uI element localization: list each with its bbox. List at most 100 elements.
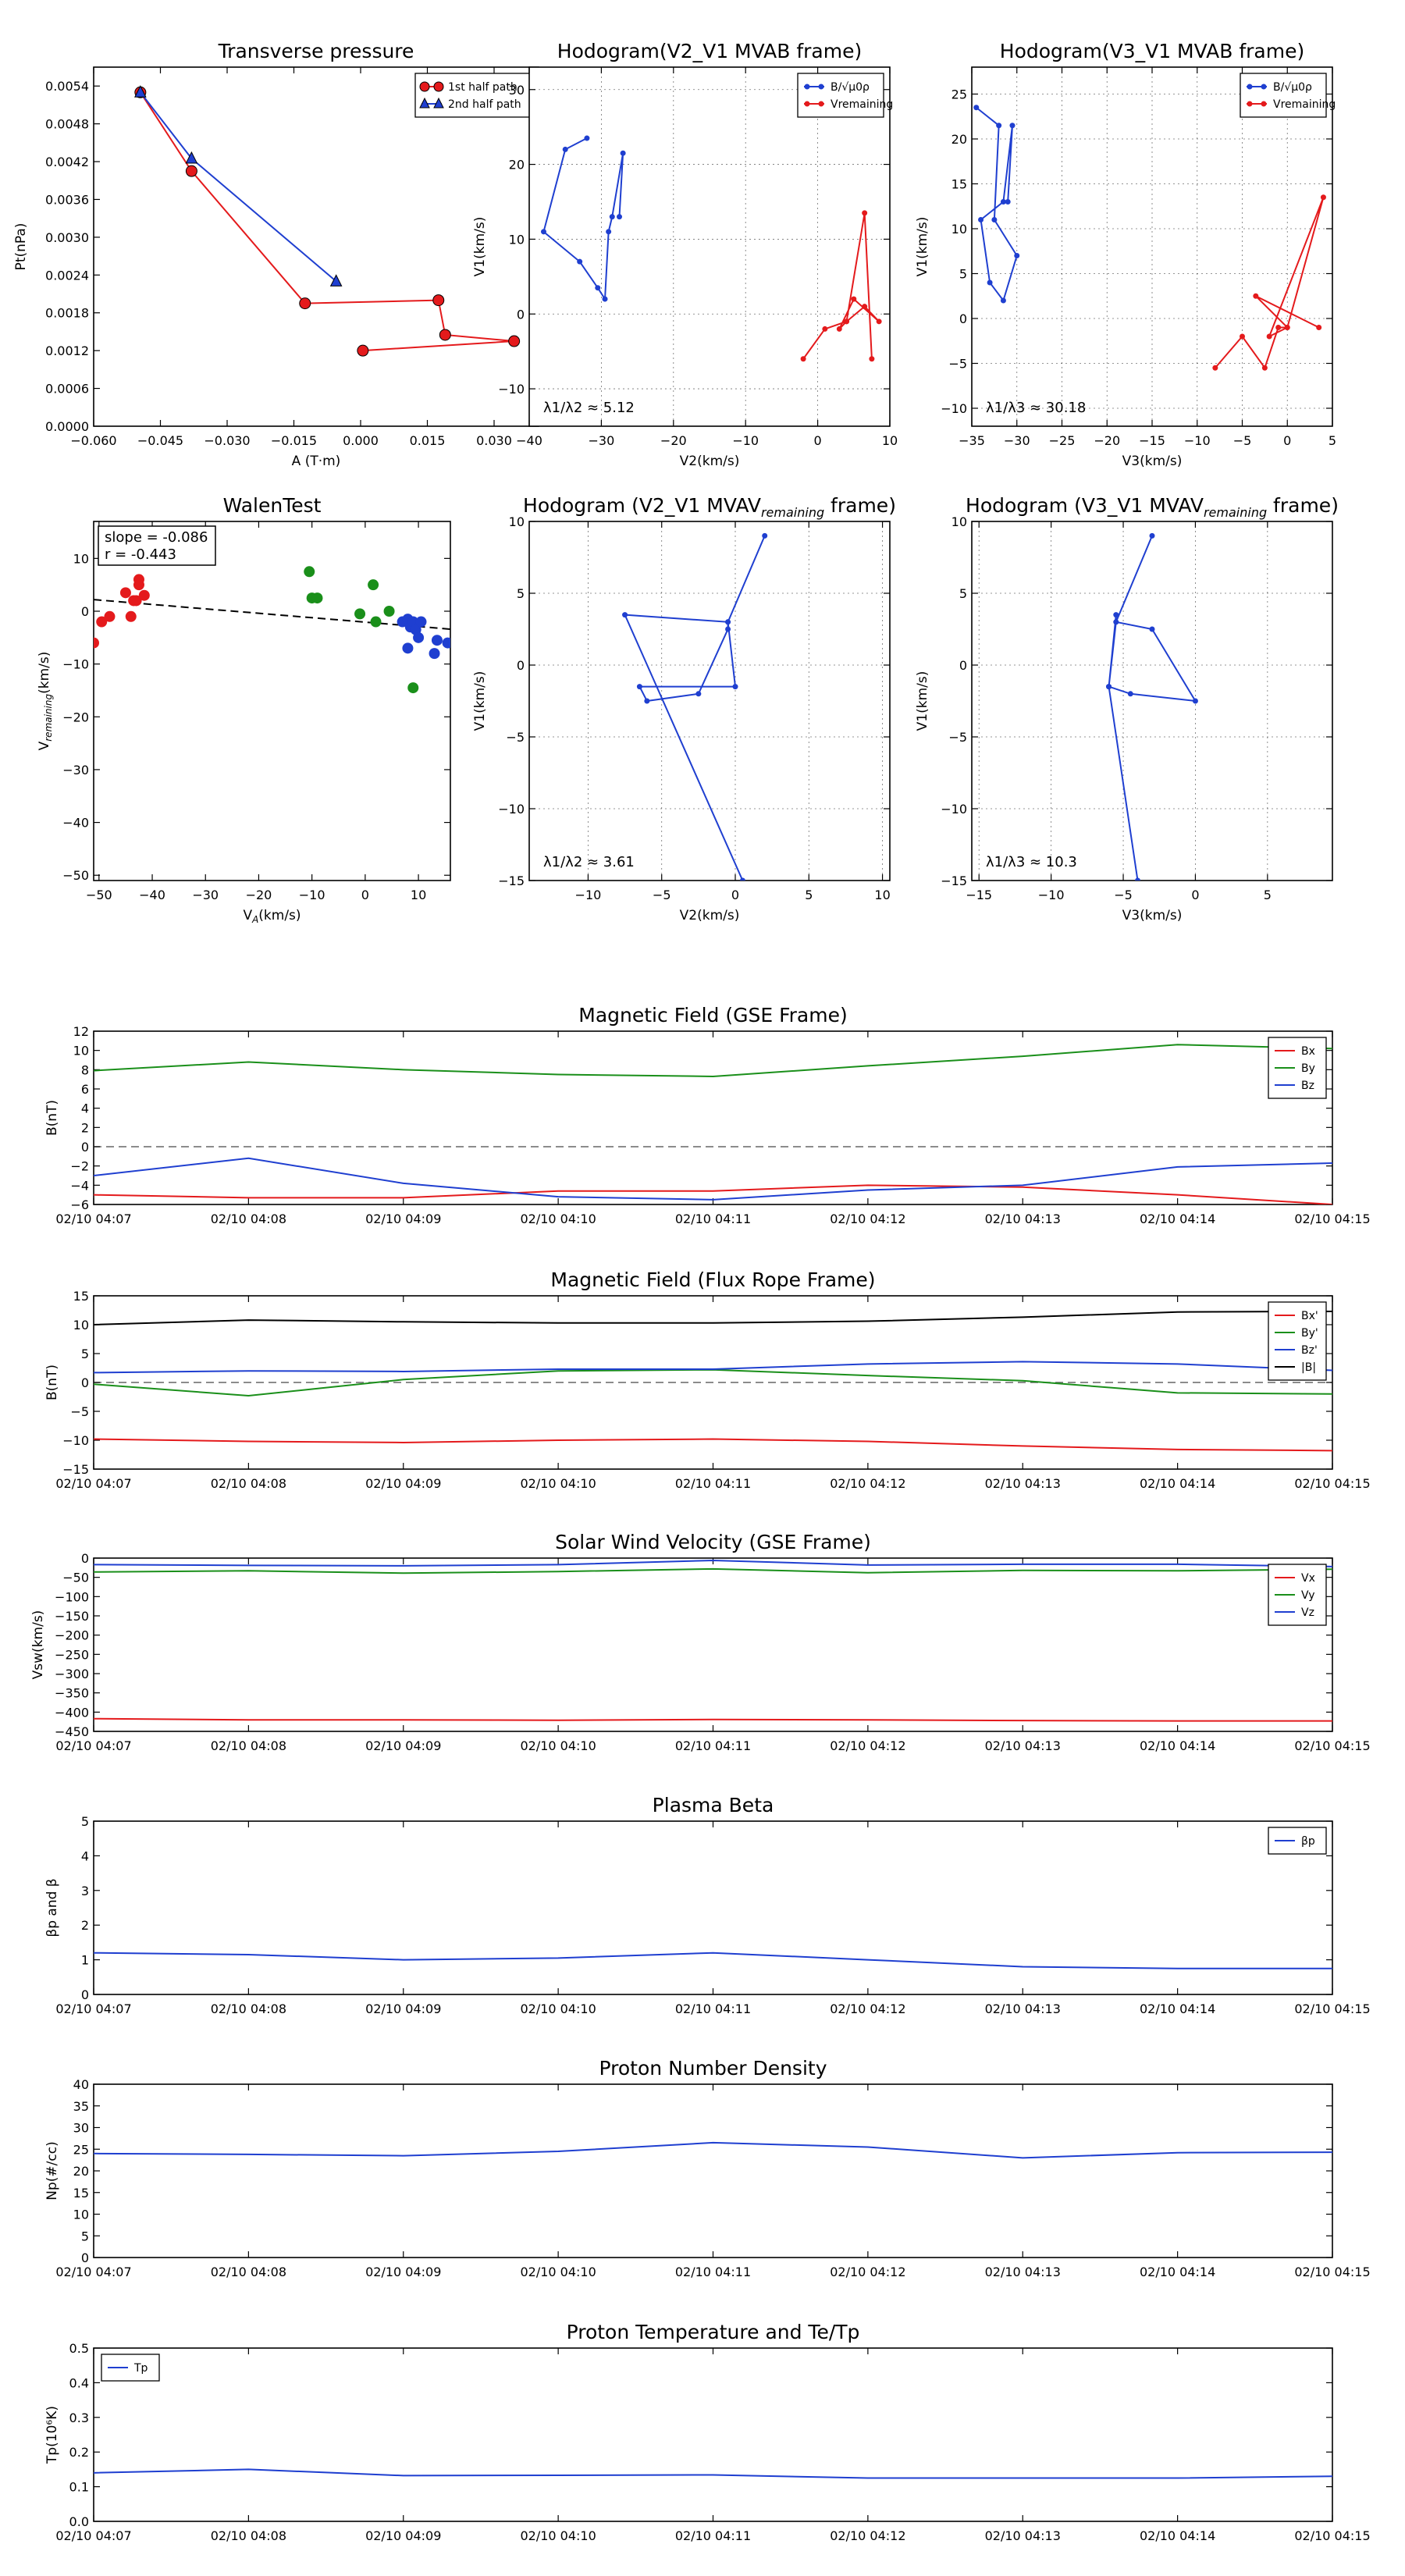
legend-label: B/√μ0ρ [1273,81,1312,94]
x-tick-label: 0 [1283,433,1291,448]
y-tick-label: 0.5 [69,2341,89,2356]
data-point [1261,365,1268,371]
x-tick-label: −30 [1004,433,1030,448]
series-line [94,1310,1332,1325]
legend: βp [1268,1827,1327,1855]
plot-area [528,66,891,427]
x-tick-label: −15 [1139,433,1165,448]
x-tick-label: 02/10 04:13 [985,1212,1061,1226]
y-axis-label: Vremaining(km/s) [37,652,54,751]
data-point [370,616,382,628]
y-axis-label: Tp(10⁶K) [44,2406,60,2464]
x-tick-label: −10 [1184,433,1211,448]
panel-7-magnetic-field-flux-rope-frame: 02/10 04:07 02/10 04:08 02/10 04:09 02/10 0… [44,1268,1371,1491]
data-point [413,632,425,643]
series-b [94,1310,1332,1325]
data-point [104,610,116,622]
eigen-ratio-annotation: λ1/λ2 ≈ 5.12 [543,400,635,416]
legend-label: 1st half path [448,81,518,94]
x-tick-label: 5 [805,888,813,902]
data-point [1212,365,1218,371]
x-tick-label: 0.000 [343,433,379,448]
series-bx [94,1438,1332,1452]
x-tick-label: 02/10 04:15 [1294,2528,1370,2543]
legend: Tp [101,2354,160,2382]
y-tick-label: 10 [73,551,89,566]
y-tick-label: −20 [62,710,89,724]
legend-label: Bx' [1301,1310,1318,1322]
x-tick-label: 02/10 04:14 [1140,1212,1215,1226]
series-vx [94,1717,1332,1722]
legend-label: Bz [1301,1080,1314,1092]
y-tick-label: −400 [55,1705,89,1720]
legend-label: Vx [1301,1572,1315,1585]
series-line [94,1717,1332,1722]
data-point [844,318,850,325]
x-tick-label: 02/10 04:15 [1294,1476,1370,1491]
y-tick-label: 0.0036 [45,192,89,207]
x-tick-label: −30 [589,433,615,448]
y-tick-label: 2 [81,1918,89,1933]
data-point [595,285,601,291]
x-tick-label: −10 [299,888,325,902]
series-s1 [304,566,419,694]
series-vremaining [800,210,882,362]
y-tick-label: 25 [951,87,967,102]
y-tick-label: −4 [70,1178,89,1193]
data-point [1240,333,1245,340]
data-point [862,304,868,310]
plot-area [93,1820,1333,1995]
y-tick-label: 5 [81,1347,89,1361]
x-tick-label: −30 [192,888,219,902]
series-b-0 [540,135,626,302]
y-tick-label: 0.0012 [45,343,89,358]
data-point [739,877,745,881]
fit-line [94,599,450,630]
data-point [973,105,980,111]
data-point [602,296,608,302]
y-tick-label: 5 [959,267,967,282]
y-tick-label: −10 [498,802,525,817]
y-tick-label: 3 [81,1884,89,1898]
y-axis-label: B(nT) [44,1100,60,1136]
x-tick-label: −40 [139,888,165,902]
data-point [991,217,998,222]
y-tick-label: 0.0000 [45,419,89,434]
y-tick-label: 20 [509,158,525,173]
y-tick-label: −350 [55,1686,89,1701]
y-axis-label: V1(km/s) [915,671,930,731]
plot-area [93,2083,1333,2258]
x-tick-label: 02/10 04:10 [520,2265,596,2279]
x-tick-label: 02/10 04:11 [675,1476,751,1491]
x-tick-label: 02/10 04:15 [1294,1212,1370,1226]
series-2nd-half-path [134,85,343,286]
y-tick-label: 0.0 [69,2514,89,2529]
y-tick-label: −100 [55,1589,89,1604]
x-axis-label: V2(km/s) [680,908,740,923]
panel-8-solar-wind-velocity-gse-frame: 02/10 04:07 02/10 04:08 02/10 04:09 02/10 0… [30,1531,1371,1753]
y-tick-label: 0.0006 [45,382,89,397]
data-point [119,587,131,599]
data-point [407,682,419,694]
legend-label: 2nd half path [448,98,521,111]
series-line [94,2468,1332,2479]
x-tick-label: 0 [361,888,369,902]
y-tick-label: −10 [941,401,967,416]
x-tick-label: 02/10 04:08 [211,2265,286,2279]
y-tick-label: 0.1 [69,2480,89,2495]
data-point [1113,619,1119,625]
y-tick-label: 0.0042 [45,155,89,169]
x-tick-label: 02/10 04:08 [211,1476,286,1491]
x-tick-label: −10 [1038,888,1065,902]
data-point [1135,877,1141,881]
x-tick-label: 02/10 04:08 [211,1212,286,1226]
series-line [94,1184,1332,1204]
chart-title: Magnetic Field (Flux Rope Frame) [550,1268,875,1291]
x-tick-label: 02/10 04:10 [520,2528,596,2543]
series-line [94,1361,1332,1374]
series-line [94,1157,1332,1201]
x-tick-label: 02/10 04:11 [675,2001,751,2016]
data-point [1000,297,1006,304]
y-tick-label: 10 [509,232,525,247]
data-point [1320,194,1326,201]
